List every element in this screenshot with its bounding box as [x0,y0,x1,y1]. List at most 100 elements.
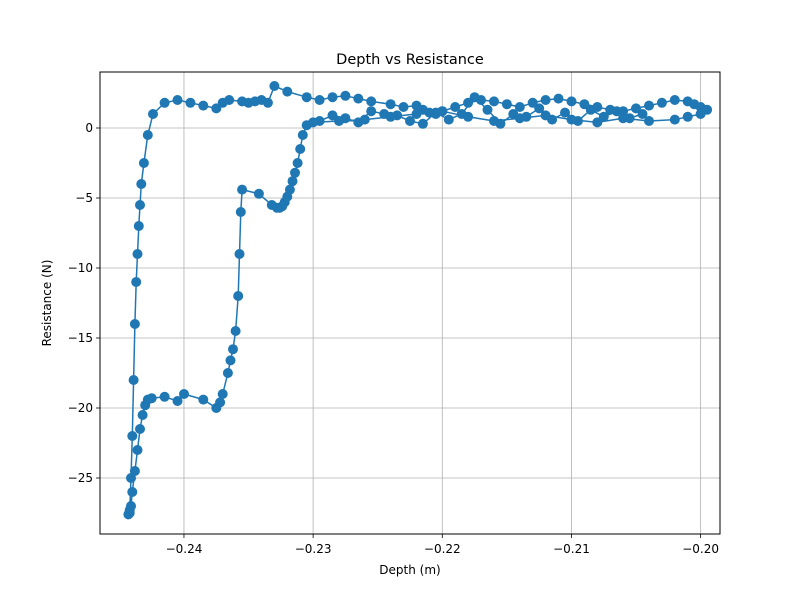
data-point [222,368,233,378]
data-point [133,221,144,231]
data-point [359,114,370,125]
data-point [234,249,245,259]
data-point [605,104,616,115]
data-point [405,116,415,126]
data-point [385,99,396,110]
data-point [560,107,570,118]
data-point [132,249,143,259]
data-point [637,109,648,119]
data-point [618,113,629,124]
data-point [482,104,493,115]
chart-title: Depth vs Resistance [336,52,484,68]
data-point [297,130,308,140]
data-point [366,106,377,117]
data-point [450,102,461,112]
data-point [269,81,280,91]
data-point [527,97,538,108]
data-point [489,96,499,107]
x-tick-label: −0.20 [682,542,719,556]
data-point [514,113,525,124]
data-point [233,291,244,301]
data-point [566,96,577,107]
data-point [514,102,525,112]
data-point [579,99,590,110]
data-point [476,95,486,105]
data-point [127,431,138,441]
data-point [682,111,693,122]
data-point [695,109,706,119]
y-axis: 0 −5 −10 −15 −20 −25 [68,121,100,485]
data-point [131,277,142,287]
data-point [443,114,454,125]
x-axis-label: Depth (m) [379,563,440,577]
data-point [237,184,248,195]
data-point [198,394,209,405]
x-tick-label: −0.22 [424,542,461,556]
data-point [385,111,396,122]
data-point [598,111,609,122]
data-point [656,97,667,108]
data-point [172,95,183,105]
data-point [618,106,629,117]
x-tick-label: −0.23 [295,542,332,556]
data-point [669,114,680,125]
data-point [437,106,448,117]
y-tick-label: −15 [68,331,93,345]
data-point [327,92,338,103]
data-point [566,114,577,125]
data-point [290,167,300,178]
data-point [334,116,344,126]
data-point [136,179,147,189]
data-point [262,97,273,108]
data-point [463,97,474,108]
data-point [172,396,183,406]
data-point [127,487,138,497]
data-point [266,200,277,210]
data-point [287,176,298,187]
data-point [282,86,293,97]
x-tick-label: −0.21 [553,542,590,556]
grid-lines [100,72,720,534]
plot-area-frame [99,71,721,535]
data-point [137,410,148,420]
data-point [135,424,145,434]
data-point [644,116,654,126]
data-point [540,95,551,105]
data-point [463,111,474,122]
data-point [235,207,246,217]
data-point [228,344,238,355]
data-point [489,116,499,126]
data-point [592,102,603,112]
data-point [644,100,654,111]
data-point [185,97,196,108]
data-point [314,95,325,105]
data-point [148,109,158,119]
data-point [301,92,312,103]
data-point [198,100,209,111]
data-point [179,389,189,399]
data-point [230,326,241,336]
data-point [308,117,319,128]
data-point [225,355,236,366]
data-point [501,99,512,110]
series-layer [123,81,713,520]
data-point [669,95,680,105]
data-point [138,158,149,168]
y-tick-label: 0 [85,121,93,135]
data-point [159,391,170,402]
data-point [128,375,139,385]
data-point [159,97,170,108]
data-point [126,473,136,483]
data-point [417,118,428,129]
y-tick-label: −5 [75,191,93,205]
data-point [540,110,551,121]
data-point [340,90,351,101]
data-point [135,200,145,210]
data-point [211,403,222,413]
data-point [217,389,228,399]
data-point [411,109,422,119]
data-point [253,188,264,199]
data-point [224,95,235,105]
data-point [592,117,603,128]
